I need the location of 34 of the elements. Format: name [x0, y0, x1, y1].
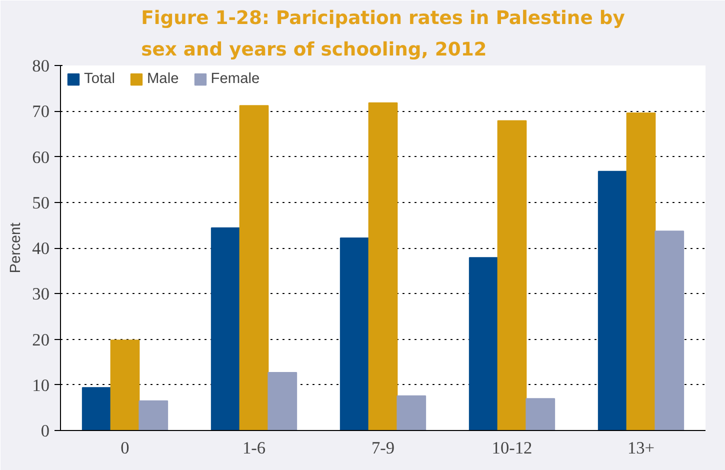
y-tick-label: 30 [32, 284, 50, 304]
bar [239, 105, 269, 430]
bar [396, 395, 426, 430]
bar [368, 102, 398, 430]
y-tick-label: 60 [32, 148, 50, 167]
chart-title: Figure 1-28: Paricipation rates in Palestine by sex and years of schooling, 2012 [141, 8, 625, 60]
bar [526, 398, 556, 430]
y-axis-title: Percent [8, 222, 24, 274]
y-tick-label: 40 [32, 239, 50, 258]
y-tick-label: 70 [32, 102, 50, 122]
x-tick-label: 7-9 [371, 438, 395, 458]
x-tick-label: 10-12 [492, 438, 532, 458]
bar [340, 237, 370, 430]
bar [598, 170, 628, 430]
legend-label: Female [210, 71, 260, 87]
bar [82, 387, 112, 430]
y-tick-label: 10 [32, 376, 50, 395]
bar [110, 340, 140, 430]
bar [468, 257, 498, 430]
y-tick-label: 50 [32, 193, 50, 212]
legend-label: Male [146, 71, 179, 87]
bar [210, 227, 240, 430]
x-tick-label: 13+ [627, 438, 655, 458]
y-tick-label: 80 [32, 56, 50, 76]
y-tick-label: 20 [32, 330, 50, 350]
bar [626, 112, 656, 430]
bar [497, 120, 527, 430]
y-tick-label: 0 [40, 422, 50, 440]
bar [268, 372, 298, 430]
legend-label: Total [84, 71, 115, 87]
bar [654, 230, 684, 430]
x-tick-label: 1-6 [242, 438, 266, 458]
bar [138, 400, 168, 430]
x-tick-label: 0 [120, 438, 130, 458]
